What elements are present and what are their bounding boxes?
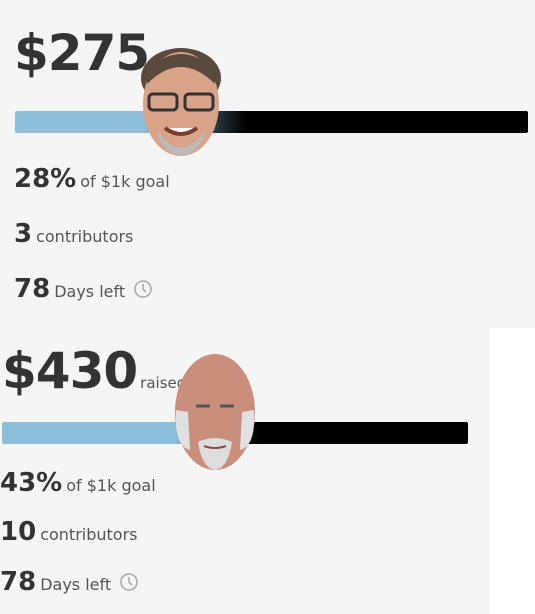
contributors-row: 10 contributors [0, 517, 137, 547]
percent: 43% [0, 468, 62, 498]
days-count: 78 [14, 274, 50, 304]
days-label: Days left [40, 575, 111, 594]
avatar [137, 40, 225, 160]
contributors-label: contributors [36, 227, 133, 246]
percent-row: 28% of $1k goal [14, 164, 170, 194]
days-row: 78 Days left [0, 567, 139, 597]
contributors-label: contributors [40, 525, 137, 544]
days-count: 78 [0, 567, 36, 597]
days-label: Days left [54, 282, 125, 301]
contributors-row: 3 contributors [14, 219, 133, 249]
contributors-count: 10 [0, 517, 36, 547]
progress-bar [15, 111, 528, 133]
clock-icon [133, 279, 153, 299]
percent: 28% [14, 164, 76, 194]
goal: of $1k goal [66, 476, 155, 495]
amount-value: $275 [14, 24, 149, 82]
amount: $275 [14, 28, 149, 78]
percent-row: 43% of $1k goal [0, 468, 156, 498]
clock-icon [119, 572, 139, 592]
page: $275 28% of $1k goal 3 contributors 78 D… [0, 0, 535, 614]
amount-value: $430 [2, 342, 137, 400]
goal: of $1k goal [80, 172, 169, 191]
days-row: 78 Days left [14, 274, 153, 304]
fundraiser-card: $275 28% of $1k goal 3 contributors 78 D… [0, 0, 535, 328]
contributors-count: 3 [14, 219, 32, 249]
avatar [170, 350, 260, 474]
